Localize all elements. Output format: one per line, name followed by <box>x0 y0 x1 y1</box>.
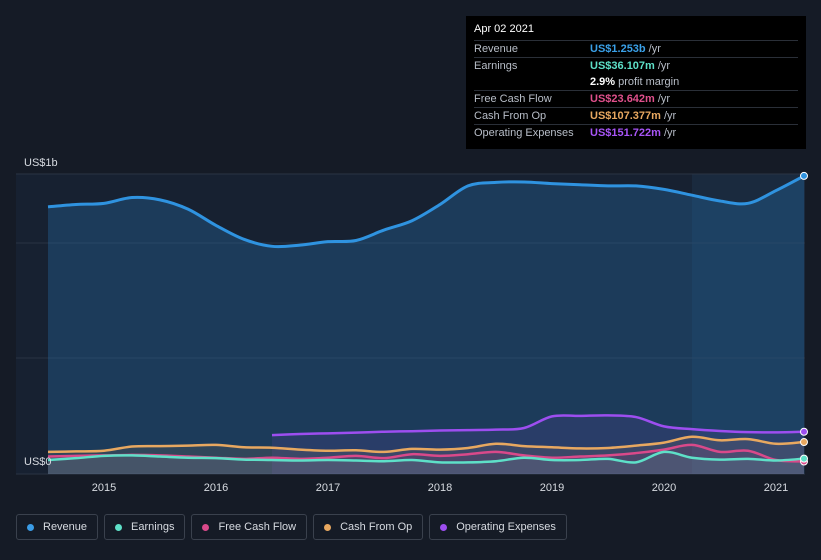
earnings-area <box>48 451 804 474</box>
cash-from-op-endpoint <box>800 438 808 447</box>
tooltip-row-label: Earnings <box>474 60 518 72</box>
x-tick-label: 2020 <box>652 482 676 494</box>
tooltip-row: 2.9% profit margin <box>474 74 798 90</box>
tooltip-row-value: US$36.107m <box>590 60 655 72</box>
highlight-region <box>692 174 805 474</box>
legend-label: Operating Expenses <box>456 521 556 533</box>
tooltip-row: Operating Expenses US$151.722m/yr <box>474 124 798 141</box>
tooltip-row: Revenue US$1.253b/yr <box>474 40 798 57</box>
tooltip-row: Free Cash Flow US$23.642m/yr <box>474 90 798 107</box>
tooltip-row-label: Operating Expenses <box>474 127 574 139</box>
legend-item-operating-expenses[interactable]: Operating Expenses <box>429 514 567 540</box>
tooltip-panel: Apr 02 2021 Revenue US$1.253b/yr Earnings U… <box>466 16 806 149</box>
y-axis-bottom-label: US$0 <box>24 456 52 468</box>
tooltip-row: Earnings US$36.107m/yr <box>474 57 798 74</box>
revenue-area <box>48 175 804 474</box>
legend-dot-icon <box>324 523 332 531</box>
tooltip-row-unit: /yr <box>657 60 671 72</box>
x-tick-label: 2015 <box>92 482 116 494</box>
plot-background <box>16 174 805 474</box>
legend-label: Revenue <box>43 521 88 533</box>
legend-dot-icon <box>115 523 123 531</box>
tooltip-row-unit: /yr <box>663 110 677 122</box>
operating-expenses-line <box>271 414 805 437</box>
free-cash-flow-area <box>48 444 804 474</box>
x-tick-label: 2016 <box>204 482 228 494</box>
legend-dot-icon <box>27 523 34 531</box>
revenue-line <box>47 174 805 249</box>
legend-item-revenue[interactable]: Revenue <box>16 514 99 540</box>
revenue-endpoint <box>800 171 808 180</box>
legend-item-free-cash-flow[interactable]: Free Cash Flow <box>191 514 308 540</box>
earnings-line <box>47 450 805 464</box>
x-tick-label: 2017 <box>316 482 340 494</box>
tooltip-row-label: Free Cash Flow <box>474 93 552 105</box>
tooltip-row-unit: /yr <box>648 43 661 55</box>
earnings-endpoint <box>800 454 808 463</box>
legend-item-earnings[interactable]: Earnings <box>104 514 186 540</box>
legend-label: Earnings <box>131 521 175 533</box>
tooltip-row-value: US$23.642m <box>590 93 655 105</box>
tooltip-row-unit: /yr <box>657 93 671 105</box>
tooltip-row-label: Cash From Op <box>474 110 547 122</box>
legend-label: Cash From Op <box>340 521 413 533</box>
tooltip-row-value: US$1.253b <box>590 43 646 55</box>
x-tick-label: 2021 <box>764 482 788 494</box>
legend-dot-icon <box>202 523 210 531</box>
cash-from-op-line <box>47 435 805 454</box>
x-tick-label: 2018 <box>428 482 452 494</box>
y-axis-top-label: US$1b <box>24 157 58 169</box>
tooltip-row-unit: /yr <box>663 127 677 139</box>
tooltip-row-unit: profit margin <box>618 76 680 88</box>
tooltip-row-value: US$107.377m <box>590 110 661 122</box>
tooltip-row-label: Revenue <box>474 43 519 55</box>
legend-dot-icon <box>440 523 448 531</box>
legend-label: Free Cash Flow <box>218 521 297 533</box>
tooltip-row-value: 2.9% <box>590 76 616 88</box>
chart-legend: Revenue Earnings Free Cash Flow Cash From O… <box>16 514 573 540</box>
legend-item-cash-from-op[interactable]: Cash From Op <box>313 514 424 540</box>
tooltip-date: Apr 02 2021 <box>474 23 534 35</box>
tooltip-row: Cash From Op US$107.377m/yr <box>474 107 798 124</box>
x-tick-label: 2019 <box>540 482 564 494</box>
operating-expenses-endpoint <box>800 427 808 436</box>
tooltip-row-value: US$151.722m <box>590 127 661 139</box>
